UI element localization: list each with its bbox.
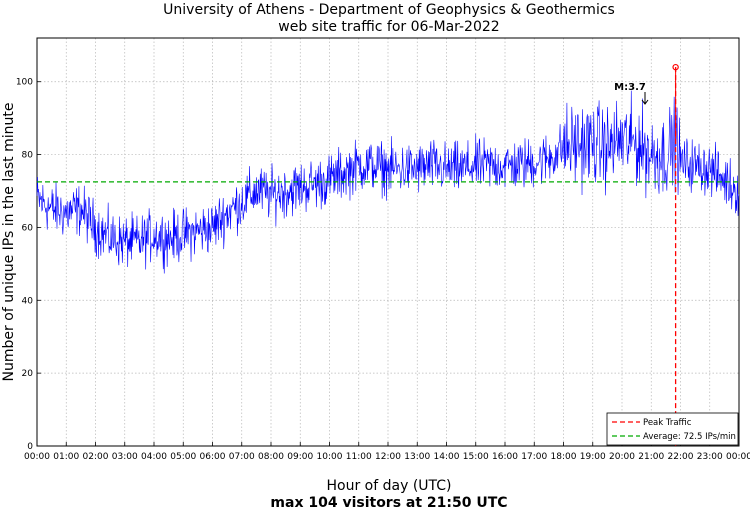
legend: Peak Traffic Average: 72.5 IPs/min xyxy=(606,412,739,446)
y-tick-label: 20 xyxy=(22,369,34,379)
x-tick-label: 00:00 xyxy=(726,452,750,462)
x-tick-label: 02:00 xyxy=(83,452,109,462)
x-tick-label: 10:00 xyxy=(317,452,343,462)
legend-peak-label: Peak Traffic xyxy=(643,418,692,428)
legend-average-label: Average: 72.5 IPs/min xyxy=(643,432,736,442)
y-tick-label: 40 xyxy=(22,296,34,306)
x-tick-label: 23:00 xyxy=(697,452,723,462)
peak-marker xyxy=(672,63,679,71)
y-axis-label: Number of unique IPs in the last minute xyxy=(1,103,17,382)
y-tick-label: 60 xyxy=(22,223,34,233)
x-tick-label: 22:00 xyxy=(668,452,694,462)
x-tick-label: 14:00 xyxy=(434,452,460,462)
x-tick-label: 17:00 xyxy=(521,452,547,462)
x-tick-label: 13:00 xyxy=(404,452,430,462)
x-tick-label: 00:00 xyxy=(24,452,50,462)
x-axis-label: Hour of day (UTC) xyxy=(327,478,452,494)
x-tick-label: 15:00 xyxy=(463,452,489,462)
y-tick-label: 100 xyxy=(16,78,33,88)
x-axis-ticks: 00:00 01:00 02:00 03:00 04:00 05:00 06:00 07:00… xyxy=(24,442,750,462)
x-tick-label: 06:00 xyxy=(200,452,226,462)
x-tick-label: 20:00 xyxy=(609,452,635,462)
y-axis-ticks: 0 20 40 60 80 100 xyxy=(16,78,41,452)
annotation-arrow xyxy=(641,92,649,105)
x-tick-label: 12:00 xyxy=(375,452,401,462)
chart-title-line2: web site traffic for 06-Mar-2022 xyxy=(278,19,499,35)
footer-max-visitors: max 104 visitors at 21:50 UTC xyxy=(270,495,507,511)
x-tick-label: 19:00 xyxy=(580,452,606,462)
magnitude-annotation: M:3.7 xyxy=(614,82,646,93)
x-tick-label: 08:00 xyxy=(258,452,284,462)
x-tick-label: 04:00 xyxy=(141,452,167,462)
x-tick-label: 03:00 xyxy=(112,452,138,462)
x-tick-label: 07:00 xyxy=(229,452,255,462)
grid-lines xyxy=(37,38,739,446)
series-layer xyxy=(36,63,740,446)
chart-title-line1: University of Athens - Department of Geo… xyxy=(163,2,615,18)
x-tick-label: 09:00 xyxy=(287,452,313,462)
y-tick-label: 80 xyxy=(22,151,34,161)
x-tick-label: 05:00 xyxy=(170,452,196,462)
x-tick-label: 21:00 xyxy=(638,452,664,462)
x-tick-label: 01:00 xyxy=(53,452,79,462)
y-tick-label: 0 xyxy=(27,442,33,452)
x-tick-label: 11:00 xyxy=(346,452,372,462)
x-tick-label: 16:00 xyxy=(492,452,518,462)
traffic-series-line xyxy=(36,90,740,274)
legend-box xyxy=(606,412,739,446)
x-tick-label: 18:00 xyxy=(551,452,577,462)
